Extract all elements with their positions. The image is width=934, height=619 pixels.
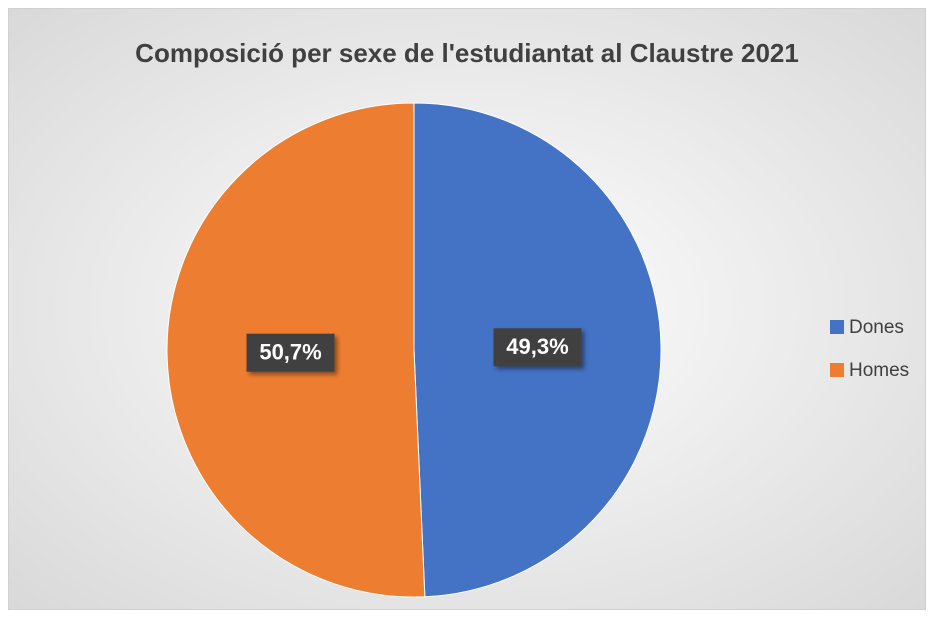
legend-swatch [830, 320, 844, 334]
data-label-box [246, 333, 335, 372]
legend-label: Homes [849, 360, 909, 381]
legend-label: Dones [849, 317, 904, 338]
legend-swatch [830, 363, 844, 377]
chart-title: Composició per sexe de l'estudiantat al … [135, 38, 799, 68]
data-label: 50,7% [259, 340, 321, 365]
data-label: 49,3% [506, 334, 568, 359]
data-label-box [493, 328, 582, 367]
